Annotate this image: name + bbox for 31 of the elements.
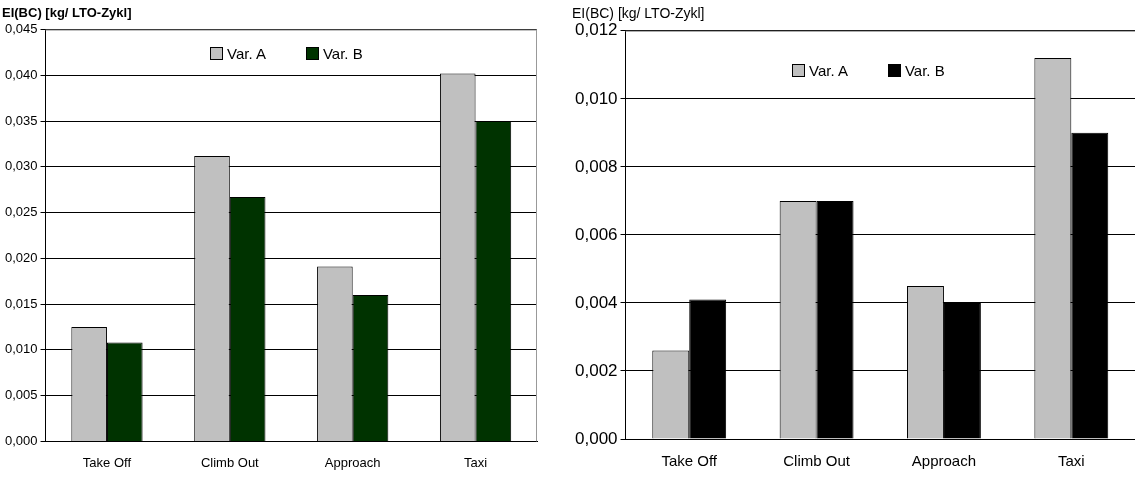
y-tick-label: 0,006: [574, 224, 618, 244]
y-tick-label: 0,010: [4, 341, 38, 357]
legend-label: Var. A: [809, 62, 848, 79]
y-tick-label: 0,000: [574, 428, 618, 448]
y-tick-label: 0,035: [4, 112, 38, 128]
legend-label: Var. A: [227, 45, 266, 62]
x-tick-label: Approach: [324, 454, 381, 470]
chart-title: EI(BC) [kg/ LTO-Zykl]: [572, 5, 705, 22]
legend-label: Var. B: [904, 62, 945, 79]
x-tick-label: Take Off: [661, 452, 718, 470]
y-tick-label: 0,010: [574, 88, 618, 108]
x-tick-label: Climb Out: [200, 454, 260, 470]
y-tick-label: 0,040: [4, 66, 38, 82]
legend-label: Var. B: [322, 45, 363, 62]
y-tick-label: 0,002: [574, 360, 618, 380]
x-tick-label: Approach: [911, 452, 977, 470]
x-tick-label: Take Off: [82, 454, 132, 470]
x-tick-label: Taxi: [1057, 452, 1085, 470]
y-tick-label: 0,005: [4, 387, 38, 403]
chart-title: EI(BC) [kg/ LTO-Zykl]: [2, 5, 132, 21]
y-tick-label: 0,030: [4, 158, 38, 174]
y-tick-label: 0,045: [4, 21, 38, 37]
y-tick-label: 0,020: [4, 249, 38, 265]
y-tick-label: 0,004: [574, 292, 618, 312]
y-tick-label: 0,008: [574, 156, 618, 176]
y-tick-label: 0,000: [4, 432, 38, 448]
x-tick-label: Taxi: [464, 454, 488, 470]
y-tick-label: 0,025: [4, 204, 38, 220]
x-tick-label: Climb Out: [783, 452, 851, 470]
y-tick-label: 0,012: [574, 20, 618, 40]
y-tick-label: 0,015: [4, 295, 38, 311]
